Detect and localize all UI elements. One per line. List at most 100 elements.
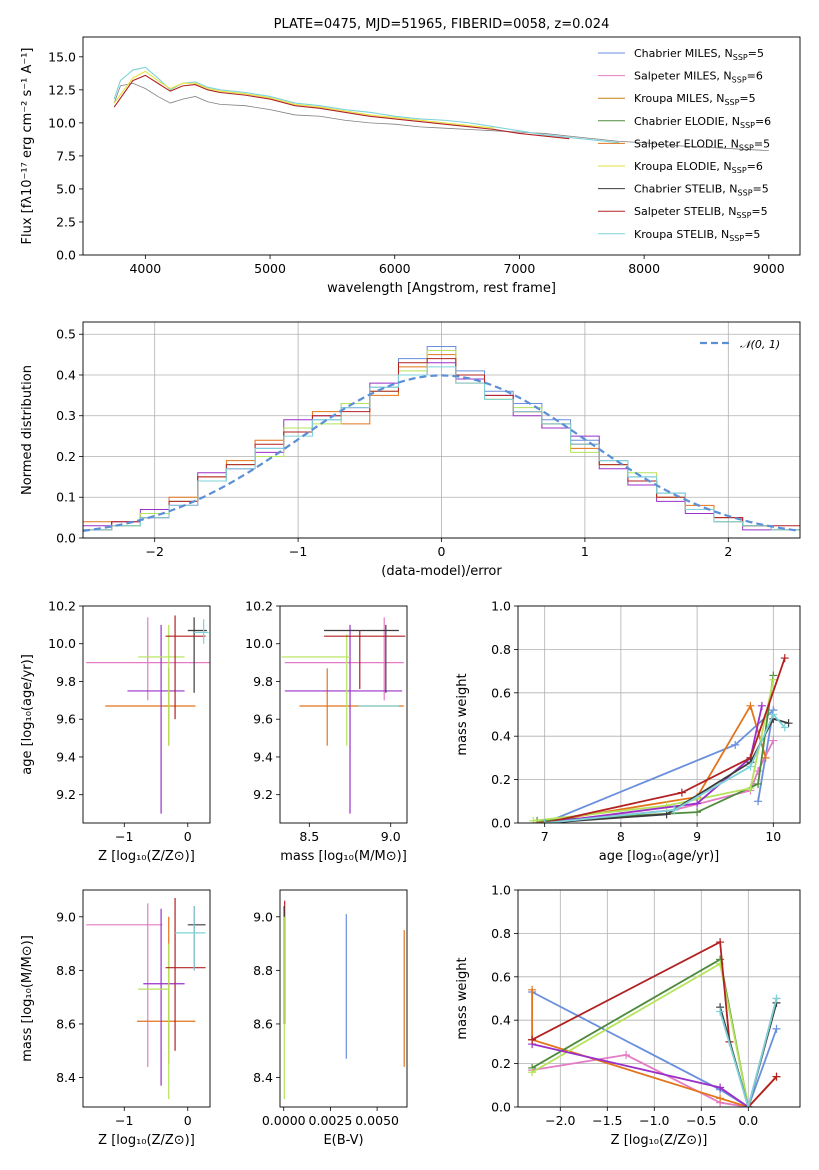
y-tick-label: 8.6 bbox=[253, 1016, 273, 1031]
axes-frame bbox=[82, 36, 801, 256]
y-tick-label: 9.2 bbox=[253, 787, 273, 802]
y-tick-label: 0.2 bbox=[491, 772, 511, 787]
legend-label: Chabrier ELODIE, NSSP=6 bbox=[634, 115, 771, 130]
plot-area bbox=[528, 938, 781, 1107]
y-tick-label: 0.1 bbox=[56, 490, 76, 505]
x-axis-label: Z [log₁₀(Z/Z⊙)] bbox=[611, 1133, 708, 1148]
x-tick-label: −0.5 bbox=[686, 1113, 716, 1128]
mass-weight-vs-metallicity-panel: −2.0 −1.5 −1.0 −0.5 0.0 0.0 0.2 0.4 0.6 0.8 1.0 Z [… bbox=[455, 883, 801, 1148]
x-tick-label: −2 bbox=[145, 544, 163, 559]
plus-marker bbox=[746, 762, 755, 771]
weight-line bbox=[533, 679, 775, 822]
plot-area bbox=[86, 615, 210, 814]
legend-label: Kroupa ELODIE, NSSP=6 bbox=[634, 160, 763, 175]
y-axis-label: mass weight bbox=[455, 957, 470, 1039]
legend-label: Kroupa MILES, NSSP=5 bbox=[634, 92, 756, 107]
legend-tail: =5 bbox=[739, 92, 755, 105]
weight-line bbox=[536, 703, 767, 823]
x-tick-label: 7 bbox=[541, 829, 549, 844]
legend-tail: =5 bbox=[744, 228, 760, 241]
plot-area bbox=[86, 898, 206, 1099]
x-tick-label: 0.0050 bbox=[355, 1113, 399, 1128]
y-tick-label: 0.0 bbox=[56, 531, 76, 546]
legend-subscript: SSP bbox=[732, 166, 747, 175]
y-tick-label: 9.8 bbox=[253, 674, 273, 689]
legend-subscript: SSP bbox=[729, 234, 744, 243]
y-tick-label: 9.6 bbox=[56, 712, 76, 727]
normal-curve bbox=[83, 374, 800, 532]
axes-frame bbox=[517, 889, 801, 1108]
legend-label: Chabrier MILES, NSSP=5 bbox=[634, 47, 764, 62]
y-axis-label: Flux [fλ10⁻¹⁷ erg cm⁻² s⁻¹ A⁻¹] bbox=[20, 48, 35, 245]
x-tick-label: 9 bbox=[693, 829, 701, 844]
plot-area bbox=[83, 345, 800, 538]
x-tick-label: −1.0 bbox=[639, 1113, 669, 1128]
x-tick-label: 8.5 bbox=[299, 829, 319, 844]
legend-subscript: SSP bbox=[736, 211, 751, 220]
mass-vs-extinction-panel: 0.0000 0.0025 0.0050 8.4 8.6 8.8 9.0 E(B-V) bbox=[253, 889, 408, 1148]
x-tick-label: 0.0000 bbox=[262, 1113, 306, 1128]
plus-marker bbox=[761, 753, 770, 762]
y-tick-label: 7.5 bbox=[56, 148, 76, 163]
x-tick-label: −1 bbox=[115, 1113, 133, 1128]
y-tick-label: 12.5 bbox=[48, 82, 76, 97]
plus-marker bbox=[716, 1094, 725, 1103]
plus-marker bbox=[780, 654, 789, 663]
y-tick-label: 0.2 bbox=[491, 1056, 511, 1071]
y-axis-label: mass [log₁₀(M/M⊙)] bbox=[20, 935, 35, 1062]
x-axis-label: Z [log₁₀(Z/Z⊙)] bbox=[98, 849, 195, 864]
plus-marker bbox=[662, 810, 671, 819]
x-axis-label: E(B-V) bbox=[323, 1133, 363, 1148]
legend-tail: =6 bbox=[747, 160, 763, 173]
y-tick-label: 10.0 bbox=[48, 636, 76, 651]
x-tick-label: 0 bbox=[184, 829, 192, 844]
spectrum-line bbox=[113, 70, 495, 129]
weight-line bbox=[531, 958, 750, 1107]
legend-label: Kroupa STELIB, NSSP=5 bbox=[634, 228, 760, 243]
x-tick-label: 0 bbox=[184, 1113, 192, 1128]
legend-tail: =5 bbox=[754, 137, 770, 150]
plus-marker bbox=[693, 808, 702, 817]
legend-label: Chabrier STELIB, NSSP=5 bbox=[634, 183, 769, 198]
plus-marker bbox=[677, 788, 686, 797]
x-tick-label: −2.0 bbox=[545, 1113, 575, 1128]
y-tick-label: 8.8 bbox=[253, 963, 273, 978]
plus-marker bbox=[757, 701, 766, 710]
y-tick-label: 0.5 bbox=[56, 327, 76, 342]
weight-line bbox=[544, 657, 786, 823]
legend-tail: =5 bbox=[748, 47, 764, 60]
x-tick-label: 8000 bbox=[628, 261, 660, 276]
x-tick-label: 0 bbox=[438, 544, 446, 559]
x-tick-label: 0.0025 bbox=[309, 1113, 353, 1128]
y-axis-label: mass weight bbox=[455, 673, 470, 755]
axes-frame bbox=[82, 605, 211, 824]
y-tick-label: 0.4 bbox=[491, 729, 511, 744]
x-tick-label: 0.0 bbox=[738, 1113, 758, 1128]
plus-marker bbox=[769, 675, 778, 684]
legend-tail: =6 bbox=[755, 115, 771, 128]
y-tick-label: 5.0 bbox=[56, 181, 76, 196]
x-tick-label: 9.0 bbox=[381, 829, 401, 844]
plus-marker bbox=[528, 985, 537, 994]
x-tick-label: −1 bbox=[115, 829, 133, 844]
plot-area bbox=[529, 654, 793, 823]
x-axis-label: mass [log₁₀(M/M⊙)] bbox=[280, 849, 407, 864]
y-tick-label: 0.0 bbox=[491, 816, 511, 831]
plus-marker bbox=[670, 805, 679, 814]
y-tick-label: 9.0 bbox=[253, 909, 273, 924]
spectrum-line bbox=[113, 66, 620, 144]
y-tick-label: 0.4 bbox=[491, 1013, 511, 1028]
weight-line bbox=[531, 962, 750, 1107]
x-tick-label: 8 bbox=[617, 829, 625, 844]
y-tick-label: 15.0 bbox=[48, 49, 76, 64]
x-axis-label: (data-model)/error bbox=[381, 564, 502, 579]
x-tick-label: 9000 bbox=[753, 261, 785, 276]
legend-subscript: SSP bbox=[724, 98, 739, 107]
y-tick-label: 0.8 bbox=[491, 642, 511, 657]
plus-marker bbox=[746, 784, 755, 793]
plot-area bbox=[283, 900, 405, 1099]
x-tick-label: 1 bbox=[581, 544, 589, 559]
plus-marker bbox=[731, 740, 740, 749]
spectrum-line bbox=[113, 82, 769, 152]
